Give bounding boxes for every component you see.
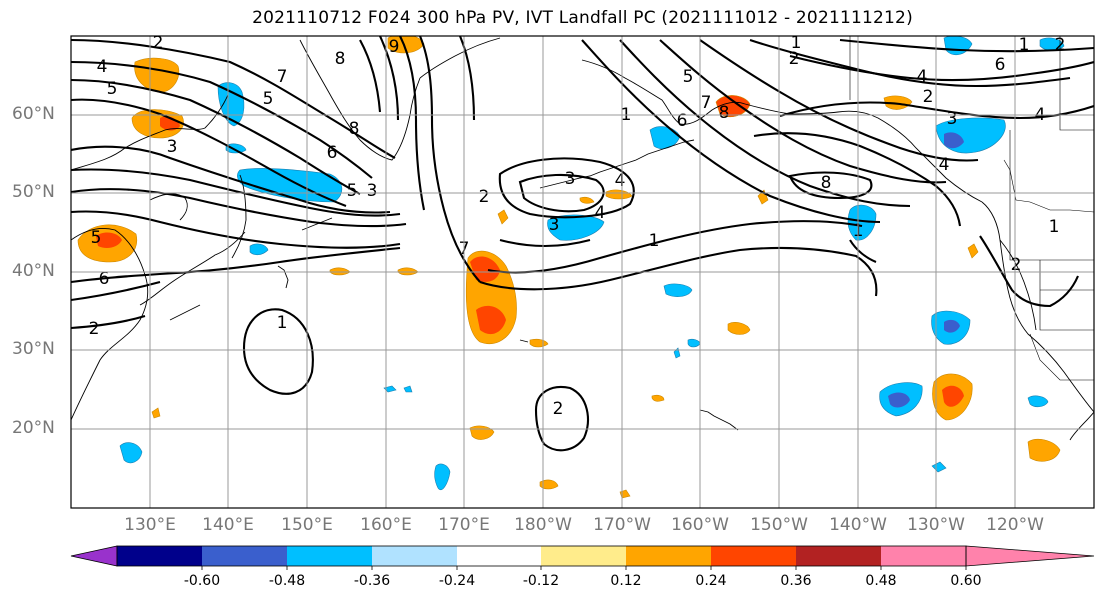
contour-label: 2	[923, 87, 934, 107]
contour-label: 3	[167, 137, 178, 157]
lon-label: 140°W	[829, 515, 887, 535]
lon-label: 130°W	[907, 515, 965, 535]
contour-label: 2	[153, 33, 164, 53]
lon-label: 130°E	[124, 515, 176, 535]
colorbar-tick-label: 0.60	[950, 573, 982, 589]
contour-label: 4	[939, 155, 950, 175]
contour-label: 5	[263, 89, 274, 109]
contour-label: 2	[1055, 35, 1066, 55]
lon-label: 120°W	[986, 515, 1044, 535]
aleutian-islands	[277, 139, 739, 431]
colorbar	[70, 545, 1095, 570]
pv-contours	[71, 36, 1094, 452]
colorbar-bin	[457, 546, 541, 566]
lon-label: 150°W	[750, 515, 808, 535]
contour-label: 7	[701, 93, 712, 113]
contour-label: 6	[327, 143, 338, 163]
contour-label: 4	[615, 171, 626, 191]
lat-label: 40°N	[12, 261, 55, 281]
colorbar-bin	[711, 546, 796, 566]
contour-label: 3	[565, 169, 576, 189]
contour-label: 5	[107, 79, 118, 99]
contour-label: 1	[791, 33, 802, 53]
colorbar-tick-label: -0.24	[438, 573, 476, 589]
contour-label: 5	[91, 228, 102, 248]
contour-label: 2	[1011, 255, 1022, 275]
contour-label: 6	[995, 55, 1006, 75]
contour-label: 6	[677, 111, 688, 131]
colorbar-bin	[626, 546, 711, 566]
colorbar-bin	[796, 546, 881, 566]
lon-label: 150°E	[281, 515, 333, 535]
colorbar-lower-extend	[70, 545, 118, 567]
colorbar-tick-label: 0.36	[780, 573, 812, 589]
colorbar-bin	[287, 546, 372, 566]
lat-label: 60°N	[12, 104, 55, 124]
colorbar-bin	[372, 546, 457, 566]
contour-label: 1	[1049, 217, 1060, 237]
contour-label: 7	[277, 67, 288, 87]
lon-label: 160°E	[360, 515, 412, 535]
contour-label: 1	[649, 231, 660, 251]
graticule	[71, 36, 1094, 508]
colorbar-tick-label: 0.48	[865, 573, 897, 589]
contour-label: 2	[479, 187, 490, 207]
colorbar-bin	[117, 546, 202, 566]
lon-label: 170°W	[593, 515, 651, 535]
colorbar-tick-label: -0.48	[268, 573, 306, 589]
colorbar-tick-label: -0.12	[522, 573, 560, 589]
colorbar-bin	[541, 546, 626, 566]
colorbar-tick-label: 0.24	[695, 573, 727, 589]
contour-label: 9	[389, 37, 400, 57]
contour-label: 4	[595, 203, 606, 223]
colorbar-bin	[881, 546, 966, 566]
contour-label: 4	[97, 57, 108, 77]
lat-label: 30°N	[12, 339, 55, 359]
contour-label: 8	[719, 103, 730, 123]
contour-labels: 2 4 5 3 5 6 2 7 5 8 6 8 5 3 9 7 2 1 2 3 …	[89, 33, 1066, 419]
contour-label: 3	[549, 215, 560, 235]
colorbar-bin	[202, 546, 287, 566]
colorbar-tick-label: 0.12	[610, 573, 642, 589]
contour-label: 2	[789, 49, 800, 69]
contour-label: 8	[349, 119, 360, 139]
colorbar-tick-label: -0.60	[183, 573, 221, 589]
contour-label: 5	[347, 181, 358, 201]
colorbar-upper-extend	[965, 545, 1095, 567]
contour-label: 5	[683, 67, 694, 87]
map-frame	[70, 35, 1095, 509]
lat-label: 20°N	[12, 418, 55, 438]
contour-label: 1	[1019, 35, 1030, 55]
contour-label: 8	[821, 173, 832, 193]
contour-label: 8	[335, 49, 346, 69]
contour-label: 6	[99, 269, 110, 289]
lon-label: 160°W	[671, 515, 729, 535]
plot-title: 2021110712 F024 300 hPa PV, IVT Landfall…	[252, 8, 913, 28]
lon-label: 140°E	[202, 515, 254, 535]
lon-label: 180°W	[514, 515, 572, 535]
lon-label: 170°E	[438, 515, 490, 535]
contour-label: 1	[277, 313, 288, 333]
lat-label: 50°N	[12, 182, 55, 202]
contour-label: 2	[553, 399, 564, 419]
colorbar-tick-label: -0.36	[353, 573, 391, 589]
contour-label: 2	[89, 319, 100, 339]
contour-label: 4	[917, 67, 928, 87]
contour-label: 3	[367, 181, 378, 201]
contour-label: 3	[947, 109, 958, 129]
